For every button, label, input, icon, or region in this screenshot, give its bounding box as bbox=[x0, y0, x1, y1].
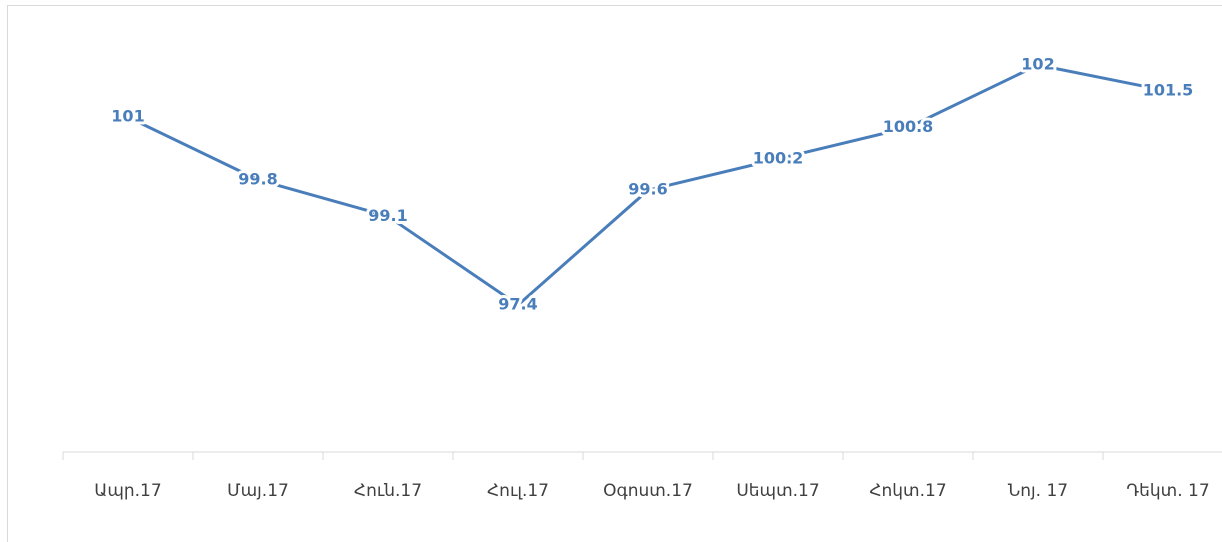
data-label: 99.6 bbox=[628, 180, 667, 199]
x-tick-label: Ապր.17 bbox=[94, 481, 161, 501]
data-label: 97.4 bbox=[498, 295, 537, 314]
data-label: 102 bbox=[1021, 55, 1054, 74]
x-tick-label: Հոկտ.17 bbox=[869, 481, 946, 501]
x-tick-label: Հուլ.17 bbox=[487, 481, 549, 501]
data-line bbox=[127, 63, 1169, 307]
x-tick-label: Մայ.17 bbox=[227, 481, 289, 501]
data-label: 101 bbox=[111, 107, 144, 126]
x-tick-label: Սեպտ.17 bbox=[736, 481, 819, 501]
data-label: 100.8 bbox=[883, 117, 934, 136]
chart-frame bbox=[7, 5, 1222, 542]
data-label: 99.8 bbox=[238, 169, 277, 188]
data-label: 99.1 bbox=[368, 206, 407, 225]
x-tick-label: Հուն.17 bbox=[354, 481, 422, 501]
x-tick-label: Դեկտ. 17 bbox=[1126, 481, 1209, 501]
data-label: 101.5 bbox=[1143, 81, 1194, 100]
x-tick-label: Օգոստ.17 bbox=[603, 481, 693, 501]
x-tick-label: Նոյ. 17 bbox=[1008, 481, 1068, 501]
data-label: 100.2 bbox=[753, 148, 804, 167]
